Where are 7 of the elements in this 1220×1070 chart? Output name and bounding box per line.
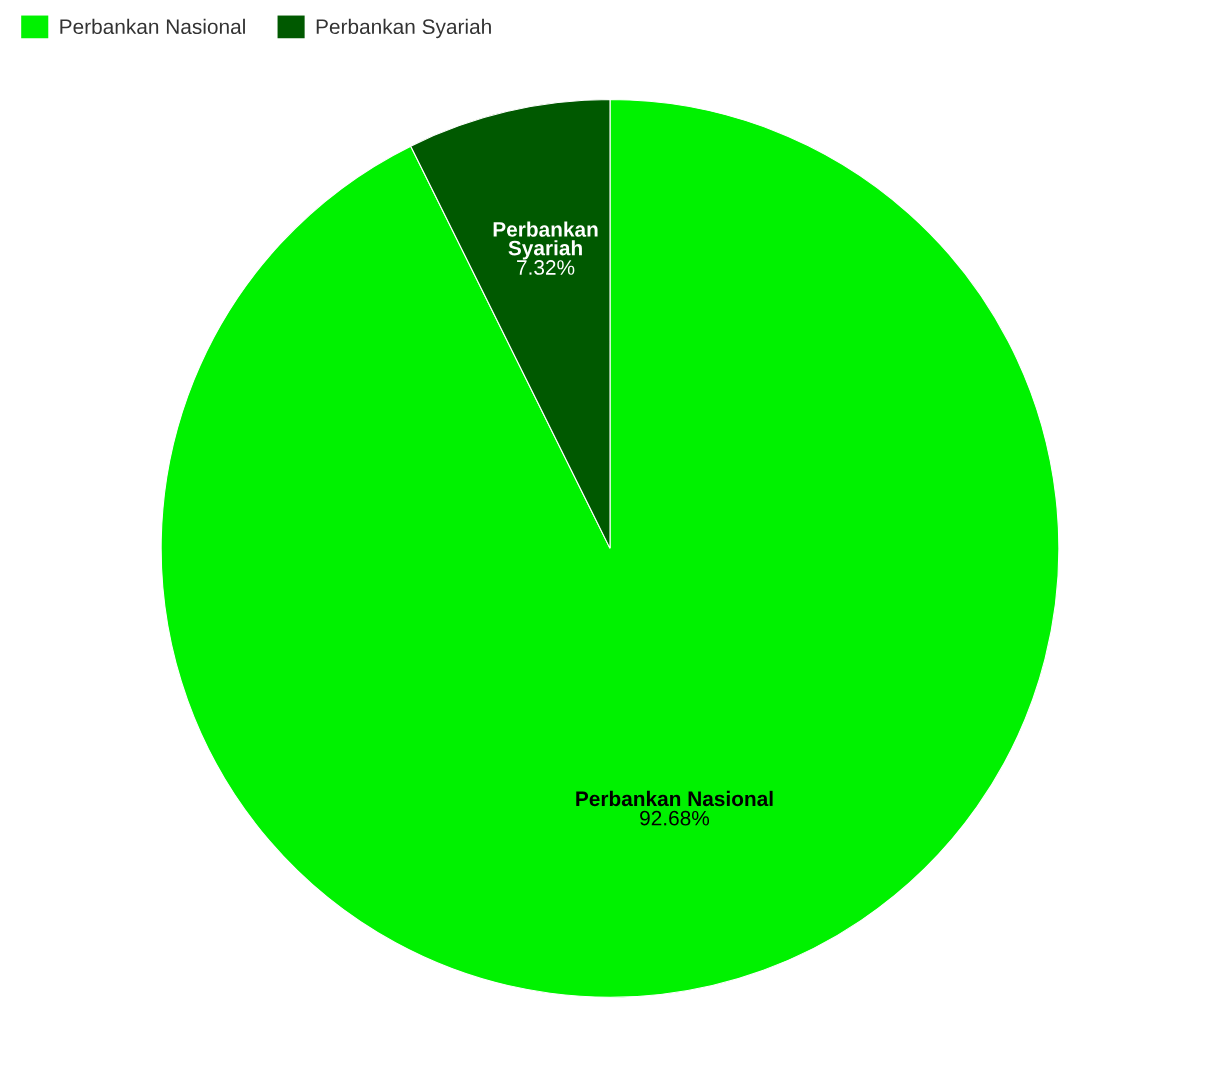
- slice-label: Perbankan Nasional: [576, 790, 773, 807]
- legend-label: Perbankan Nasional: [60, 18, 245, 35]
- data-label: 92.68%: [640, 810, 710, 826]
- legend-label: Perbankan Syariah: [316, 18, 491, 39]
- slice-label: Perbankan Syariah: [493, 221, 598, 260]
- data-label: 7.32%: [517, 260, 575, 275]
- pie-slice: [160, 98, 1060, 998]
